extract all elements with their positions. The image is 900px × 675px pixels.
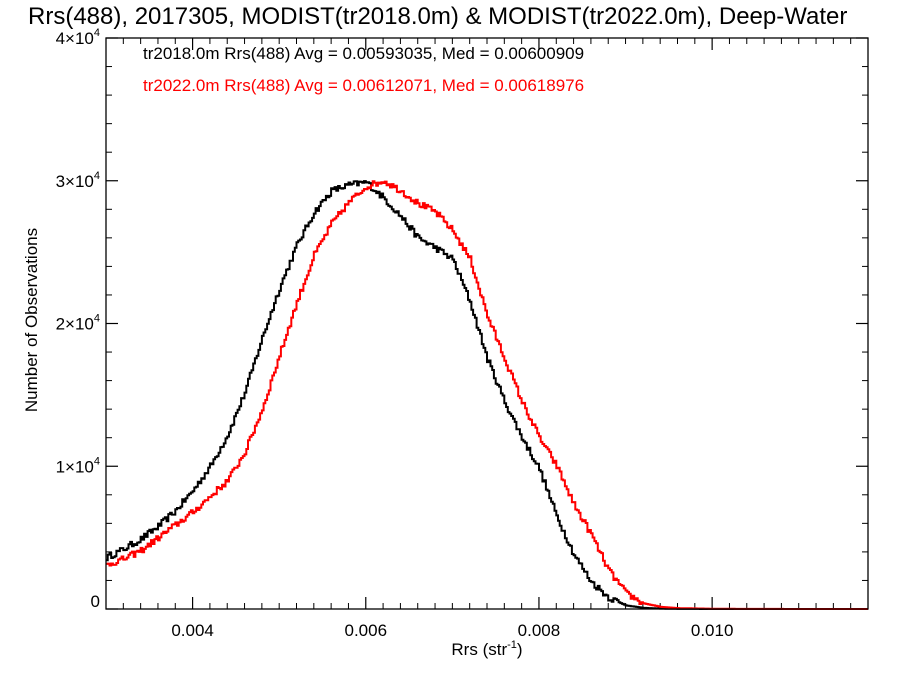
series-black-line	[106, 180, 868, 610]
y-axis-label: Number of Observations	[22, 228, 41, 412]
y-tick-label: 1×104	[56, 455, 100, 476]
y-axis-ticks: 0 1×104 2×104 3×104 4×104	[56, 27, 868, 611]
series-red-line	[106, 180, 868, 610]
x-axis-label: Rrs (str-1)	[451, 639, 522, 659]
y-tick-label: 4×104	[56, 27, 100, 48]
plot-frame	[105, 37, 869, 610]
y-tick-label: 2×104	[56, 313, 100, 334]
y-tick-label: 0	[91, 592, 100, 611]
x-axis-label-close: )	[517, 640, 523, 659]
chart-title: Rrs(488), 2017305, MODIST(tr2018.0m) & M…	[28, 3, 847, 30]
x-axis-ticks: 0.004 0.006 0.008 0.010	[122, 38, 852, 640]
plot-series	[106, 180, 868, 610]
x-axis-label-text: Rrs (str	[451, 640, 507, 659]
x-axis-label-exponent: -1	[507, 639, 517, 651]
legend-entry-red: tr2022.0m Rrs(488) Avg = 0.00612071, Med…	[143, 76, 584, 95]
legend-entry-black: tr2018.0m Rrs(488) Avg = 0.00593035, Med…	[143, 44, 584, 63]
x-tick-label: 0.008	[518, 621, 561, 640]
x-tick-label: 0.006	[344, 621, 387, 640]
y-tick-label: 3×104	[56, 170, 100, 191]
x-tick-label: 0.004	[171, 621, 214, 640]
x-tick-label: 0.010	[691, 621, 734, 640]
